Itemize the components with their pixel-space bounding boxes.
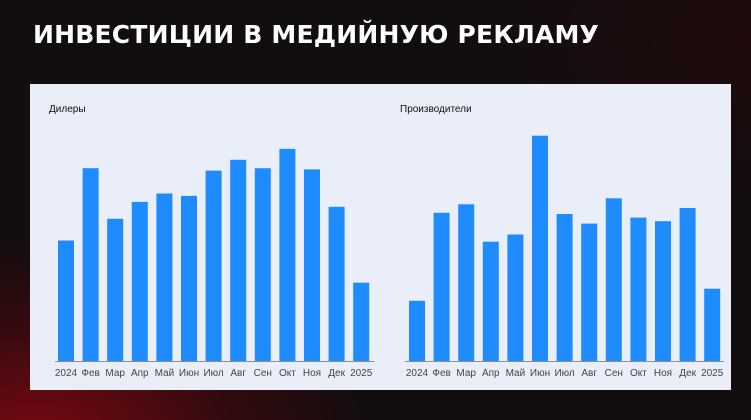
x-tick-label: Мар	[105, 368, 125, 379]
chart-title: Дилеры	[49, 104, 86, 115]
bar-2024	[409, 300, 425, 362]
x-tick-label: Фев	[81, 368, 99, 379]
x-tick-label: Май	[506, 368, 526, 379]
bar-Май	[156, 193, 173, 361]
x-tick-label: Июл	[203, 368, 223, 379]
bar-Май	[507, 234, 524, 361]
x-tick-label: Апр	[131, 368, 149, 379]
bar-Фев	[82, 168, 99, 361]
x-tick-label: Июн	[179, 368, 199, 379]
bar-Апр	[482, 241, 499, 361]
x-tick-label: 2025	[701, 368, 724, 379]
x-tick-label: Окт	[279, 368, 296, 379]
bar-Июн	[532, 135, 548, 361]
x-tick-label: 2025	[350, 368, 373, 379]
bar-Дек	[679, 208, 696, 361]
manufacturers-chart: Производители 2024 Фев Мар Апр Май Июн Июл Авг С…	[400, 104, 724, 379]
bar-Авг	[230, 159, 247, 361]
x-tick-label: 2024	[406, 368, 429, 379]
x-tick-label: Июл	[554, 368, 574, 379]
x-tick-label: Ноя	[654, 368, 672, 379]
x-tick-label: Окт	[630, 368, 647, 379]
x-tick-label: Мар	[456, 368, 476, 379]
bar-Дек	[328, 206, 345, 361]
bar-Окт	[630, 217, 647, 361]
bar-Июл	[205, 170, 222, 361]
bar-Фев	[433, 212, 450, 361]
x-tick-label: Сен	[605, 368, 623, 379]
bar-Сен	[605, 198, 622, 361]
x-tick-label: Авг	[230, 368, 246, 379]
bar-Ноя	[304, 169, 320, 361]
bar-2025	[704, 288, 721, 361]
x-tick-label: Сен	[254, 368, 272, 379]
x-tick-label: Авг	[581, 368, 597, 379]
bar-Мар	[107, 218, 124, 361]
charts-panel: Дилеры 2024 Фев Мар Апр Май Июн Июл Авг Сен Окт Но…	[30, 84, 731, 390]
dealers-chart: Дилеры 2024 Фев Мар Апр Май Июн Июл Авг Сен Окт Но…	[49, 104, 374, 379]
bar-Июл	[556, 214, 573, 361]
bar-Апр	[131, 201, 148, 361]
bar-Окт	[279, 148, 296, 361]
bar-2025	[353, 282, 370, 361]
x-tick-label: Дек	[679, 368, 696, 379]
bar-Сен	[254, 168, 271, 361]
bar-Июн	[181, 195, 197, 361]
x-tick-label: Дек	[328, 368, 345, 379]
x-tick-label: Фев	[432, 368, 450, 379]
bar-Мар	[458, 204, 475, 361]
x-tick-label: Июн	[530, 368, 550, 379]
bar-Ноя	[655, 221, 671, 361]
x-tick-label: Ноя	[303, 368, 321, 379]
page-title: ИНВЕСТИЦИИ В МЕДИЙНУЮ РЕКЛАМУ	[33, 20, 600, 49]
x-tick-label: 2024	[55, 368, 78, 379]
x-tick-label: Май	[155, 368, 175, 379]
charts-canvas: Дилеры 2024 Фев Мар Апр Май Июн Июл Авг Сен Окт Но…	[49, 104, 724, 379]
bar-Авг	[581, 223, 598, 361]
chart-title: Производители	[400, 104, 472, 115]
x-tick-label: Апр	[482, 368, 500, 379]
bar-2024	[58, 240, 74, 361]
